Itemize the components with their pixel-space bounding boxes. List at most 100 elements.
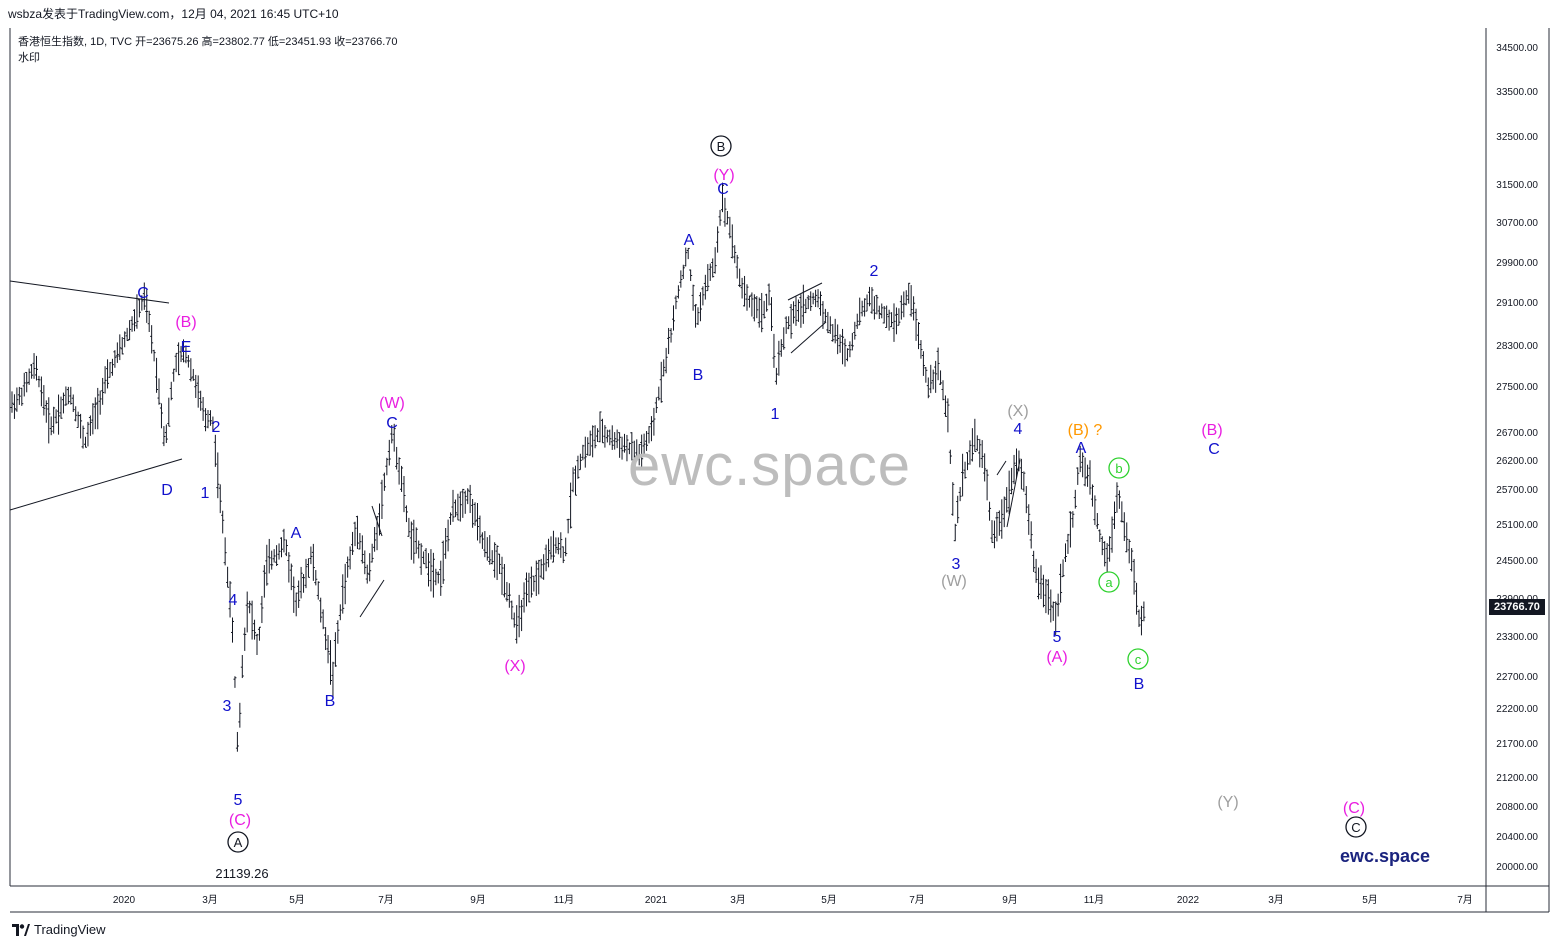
x-tick-label: 7月 — [378, 894, 394, 906]
ohlc-bar — [150, 325, 154, 354]
ohlc-bar — [740, 277, 744, 299]
ohlc-bar — [167, 397, 171, 427]
ohlc-bar — [110, 358, 114, 376]
ohlc-bar — [485, 537, 489, 561]
ohlc-bar — [777, 340, 781, 376]
wave-label: 2 — [870, 263, 879, 280]
ohlc-bar — [346, 556, 350, 578]
ohlc-bar — [517, 594, 521, 638]
ohlc-bar — [581, 444, 585, 461]
wave-label: (B) ? — [1068, 422, 1103, 439]
ohlc-bar — [199, 390, 203, 411]
y-tick-label: 29100.00 — [1496, 298, 1538, 309]
ohlc-bar — [946, 398, 950, 433]
ohlc-bar — [1064, 543, 1067, 562]
y-tick-label: 21200.00 — [1496, 773, 1538, 784]
ohlc-bar — [66, 386, 70, 405]
trend-line — [9, 458, 183, 511]
y-tick-label: 21700.00 — [1496, 739, 1538, 750]
ohlc-bar — [1019, 458, 1023, 490]
ohlc-bar — [1120, 501, 1124, 523]
ohlc-bar — [909, 285, 913, 317]
ohlc-bar — [262, 565, 266, 598]
ohlc-bar — [306, 558, 310, 578]
ohlc-bar — [603, 425, 607, 448]
ohlc-bar — [532, 575, 536, 592]
x-tick-label: 11月 — [554, 894, 574, 906]
ohlc-bar — [142, 282, 146, 310]
wave-label: 5 — [234, 792, 243, 809]
ohlc-bar — [662, 359, 666, 377]
ohlc-bar — [284, 539, 288, 557]
ohlc-bar — [845, 348, 849, 362]
ohlc-bar — [463, 490, 467, 514]
ohlc-bar — [1100, 536, 1104, 556]
ohlc-bar — [458, 491, 462, 522]
trend-line — [1006, 459, 1021, 528]
ohlc-bar — [86, 421, 90, 447]
ohlc-bar — [721, 182, 724, 213]
ohlc-bar — [44, 400, 48, 423]
tradingview-logo-icon — [12, 923, 30, 936]
ohlc-bar — [679, 270, 683, 288]
ohlc-bar — [1125, 522, 1129, 553]
ohlc-bar — [336, 620, 340, 644]
ohlc-bar — [353, 521, 357, 547]
x-tick-label: 9月 — [1002, 894, 1018, 906]
ohlc-bar — [409, 521, 413, 560]
ohlc-bar — [598, 411, 602, 443]
wave-label: A — [1076, 440, 1087, 457]
ohlc-bar — [843, 338, 847, 367]
ohlc-bar — [527, 572, 531, 603]
ohlc-bar — [39, 376, 43, 407]
ohlc-bar — [392, 423, 396, 452]
ohlc-bar — [1090, 484, 1094, 507]
ohlc-bar — [860, 300, 864, 317]
ohlc-bar — [1132, 558, 1136, 595]
ohlc-bar — [182, 339, 185, 363]
ohlc-bar — [831, 324, 835, 342]
ohlc-bar — [694, 304, 698, 328]
ohlc-bar — [936, 347, 940, 381]
ohlc-bar — [701, 286, 705, 306]
ohlc-bar — [64, 386, 68, 406]
trend-line — [996, 460, 1007, 476]
ohlc-bar — [520, 599, 524, 632]
ohlc-bar — [495, 545, 499, 581]
ohlc-bar — [30, 363, 34, 379]
ohlc-bar — [978, 438, 982, 468]
ohlc-bar — [287, 552, 291, 583]
ohlc-bar — [796, 299, 800, 322]
ohlc-bar — [752, 294, 756, 322]
ohlc-bar — [826, 311, 830, 334]
ohlc-bar — [231, 617, 234, 643]
ohlc-bar — [762, 300, 766, 319]
ohlc-bar — [137, 299, 141, 318]
ohlc-bar — [128, 320, 132, 341]
tradingview-footer[interactable]: TradingView — [12, 922, 106, 937]
ohlc-bar — [240, 655, 244, 679]
ohlc-bar — [125, 327, 129, 342]
ohlc-bar — [819, 291, 822, 316]
ohlc-bar — [890, 312, 894, 328]
ohlc-bar — [750, 292, 754, 317]
ohlc-bar — [326, 635, 330, 664]
y-tick-label: 29900.00 — [1496, 258, 1538, 269]
ohlc-bar — [774, 367, 778, 385]
ohlc-bar — [52, 406, 56, 434]
ohlc-bar — [801, 284, 805, 324]
ohlc-bar — [260, 595, 264, 624]
ohlc-bar — [243, 627, 247, 651]
ohlc-bar — [441, 540, 445, 584]
ohlc-bar — [189, 358, 193, 382]
wave-label: D — [161, 482, 173, 499]
ohlc-bar — [302, 574, 306, 593]
ohlc-bar — [238, 702, 242, 728]
ohlc-bar — [311, 543, 315, 581]
ohlc-bar — [782, 327, 786, 350]
ohlc-bar — [743, 275, 747, 307]
ohlc-bar — [444, 527, 448, 559]
ohlc-bar — [833, 318, 837, 344]
ohlc-bar — [760, 292, 764, 333]
